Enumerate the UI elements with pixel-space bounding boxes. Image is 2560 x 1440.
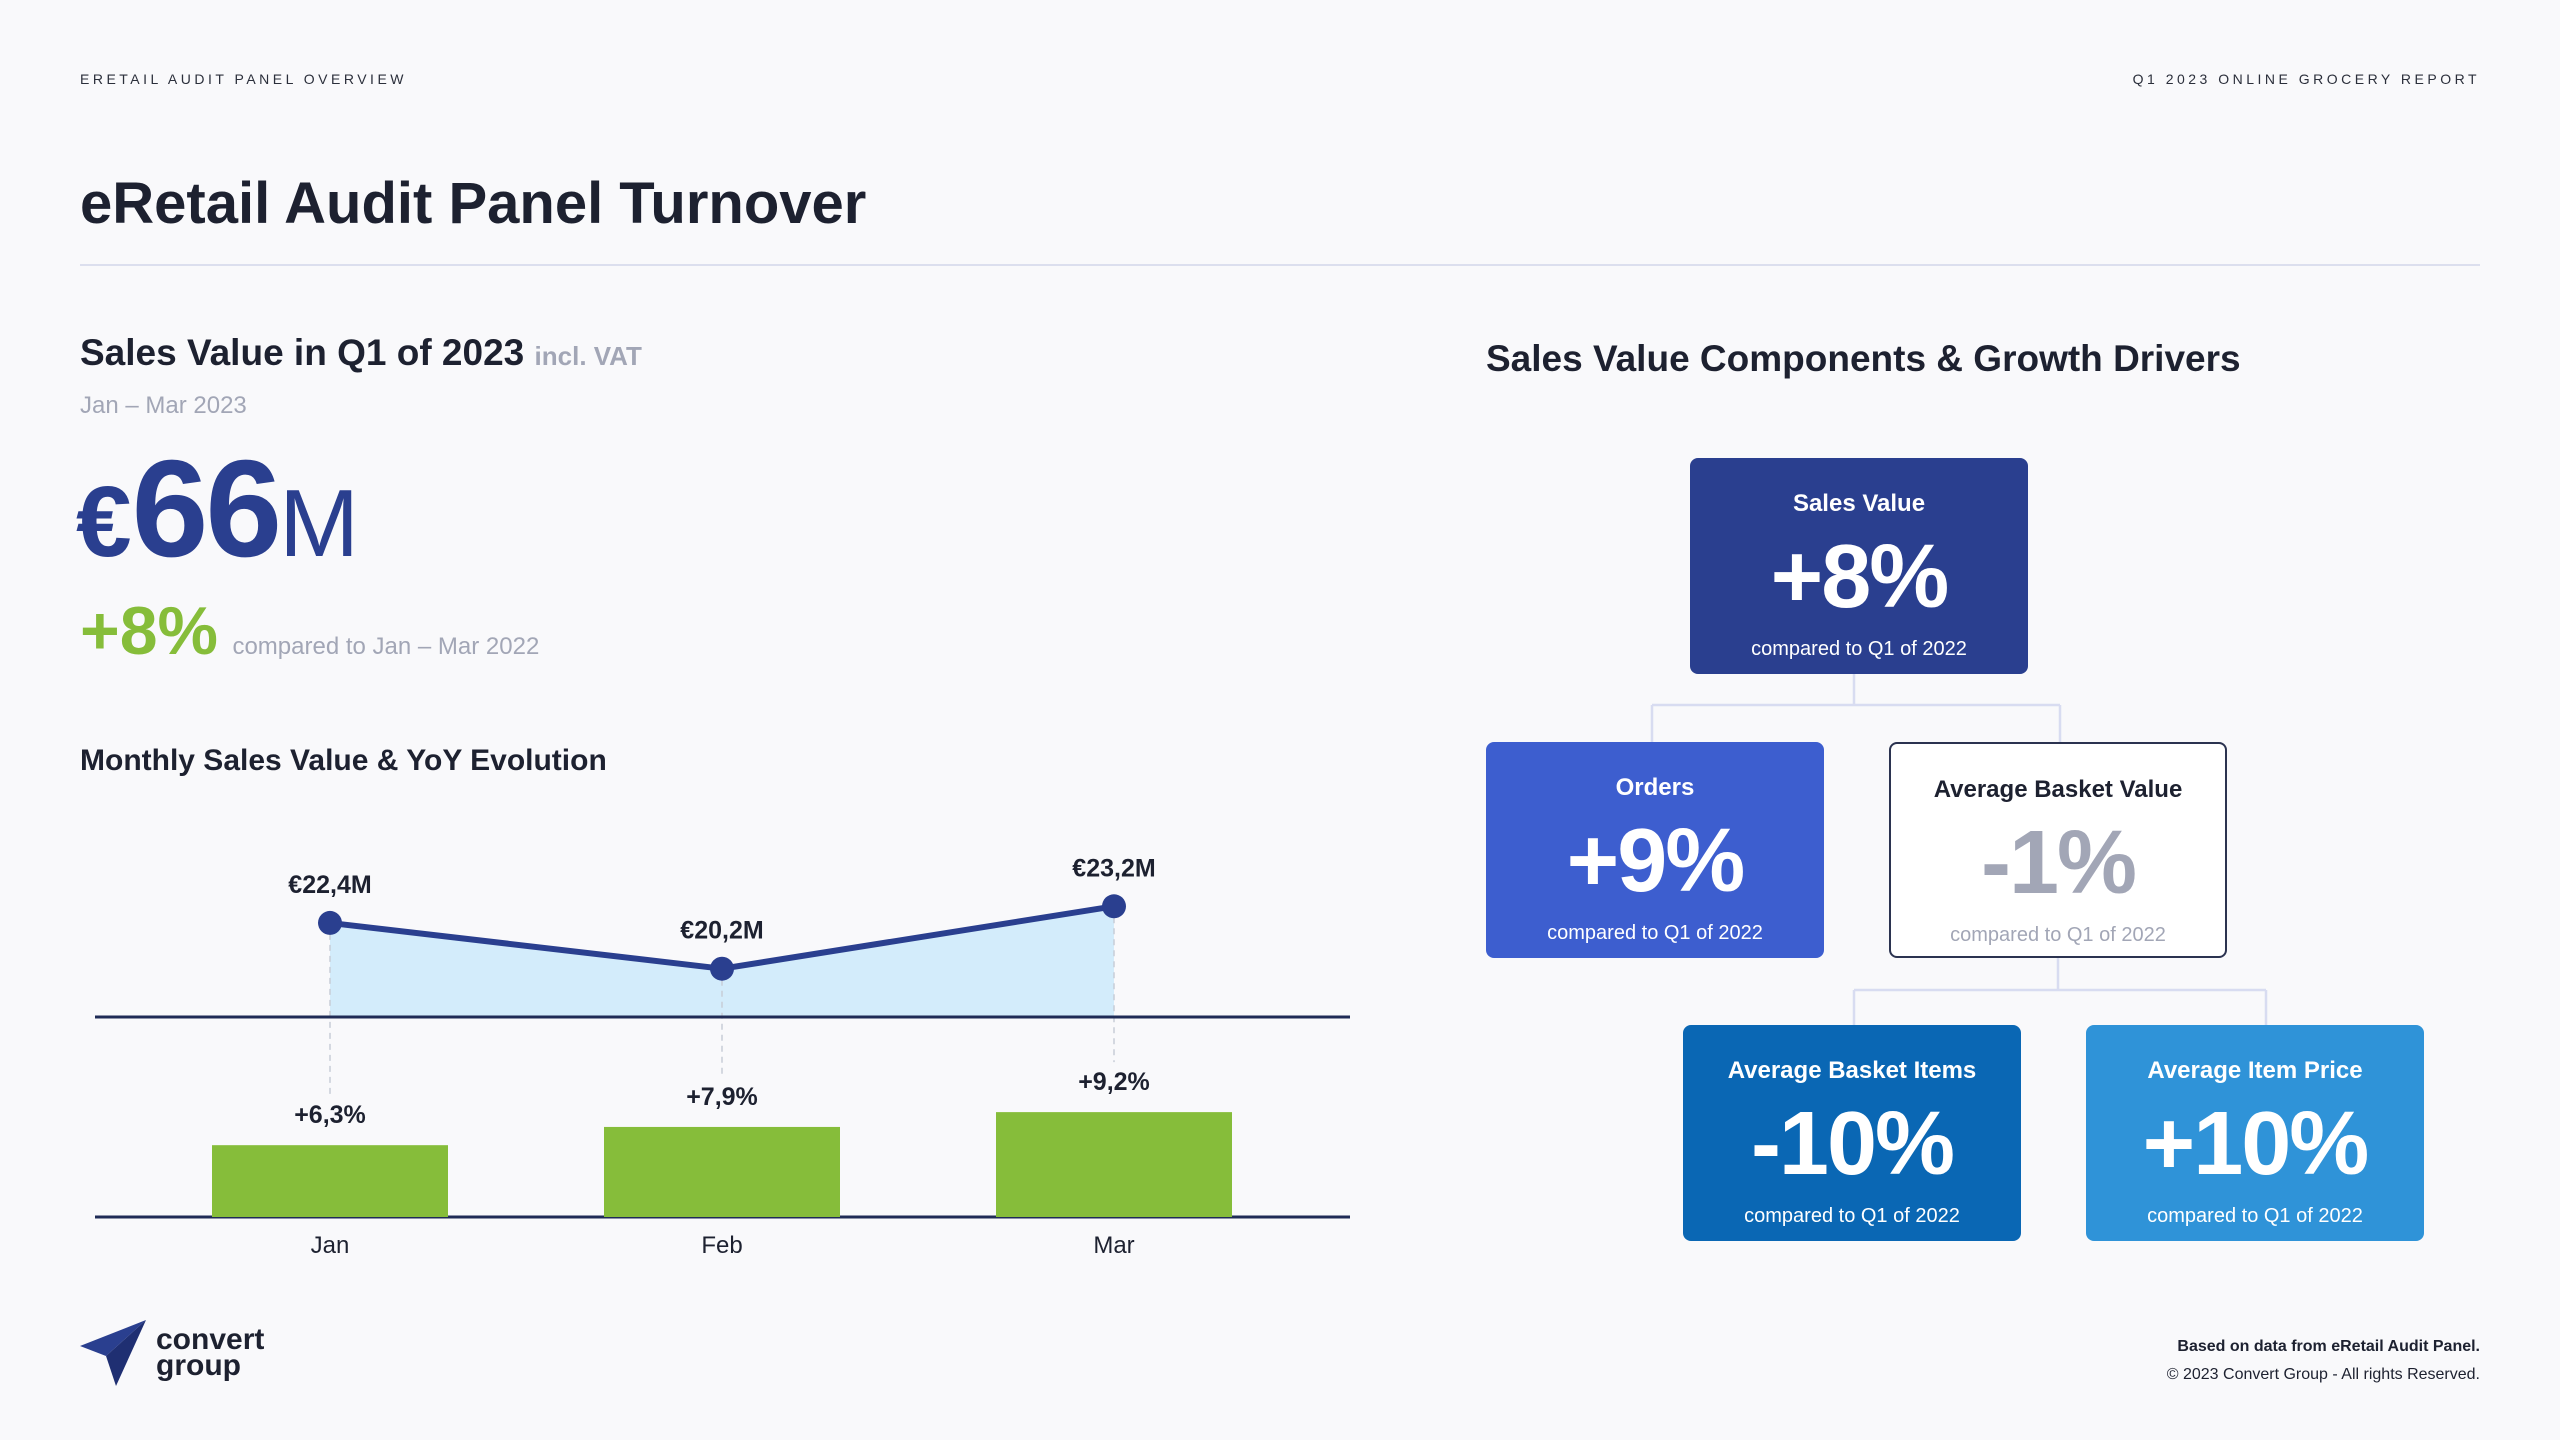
card-value: -10% [1750, 1094, 1955, 1194]
sales-value-heading-text: Sales Value in Q1 of 2023 [80, 332, 525, 373]
sales-point-label: €20,2M [680, 917, 763, 945]
card-title: Orders [1615, 774, 1695, 801]
yoy-bar [212, 1145, 448, 1217]
connector-level-2 [1852, 958, 2268, 1025]
sales-point [1102, 894, 1126, 919]
sales-point [318, 910, 342, 935]
paper-plane-logo-icon [80, 1320, 146, 1386]
card-sales-value: Sales Value +8% compared to Q1 of 2022 [1690, 458, 2028, 674]
line-area-fill [330, 906, 1114, 1017]
sales-point-label: €22,4M [288, 871, 371, 899]
x-tick-label: Jan [311, 1232, 350, 1259]
card-subtitle: compared to Q1 of 2022 [2147, 1205, 2363, 1227]
card-title: Average Basket Value [1933, 776, 2183, 803]
header-right-kicker: Q1 2023 ONLINE GROCERY REPORT [2132, 71, 2480, 87]
yoy-bar-label: +6,3% [294, 1101, 366, 1129]
card-title: Sales Value [1792, 490, 1926, 517]
monthly-chart-title: Monthly Sales Value & YoY Evolution [80, 744, 607, 777]
card-value: +10% [2142, 1094, 2370, 1194]
currency-symbol: € [76, 466, 132, 578]
card-subtitle: compared to Q1 of 2022 [1547, 922, 1763, 944]
sales-point-label: €23,2M [1072, 854, 1155, 882]
kpi-unit: M [279, 470, 360, 577]
monthly-sales-chart: +6,3% +7,9% +9,2% €22,4M €20,2M €23,2M Jan Feb M… [95, 854, 1350, 1259]
title-divider [80, 264, 2480, 266]
card-average-basket-items: Average Basket Items -10% compared to Q1… [1683, 1025, 2021, 1241]
card-value: +9% [1566, 811, 1746, 911]
kpi-change: +8% compared to Jan – Mar 2022 [80, 592, 539, 670]
logo-text-line2: group [156, 1349, 241, 1382]
yoy-bar [996, 1112, 1232, 1217]
page-title: eRetail Audit Panel Turnover [80, 171, 867, 236]
yoy-bar-label: +9,2% [1078, 1068, 1150, 1096]
card-subtitle: compared to Q1 of 2022 [1950, 924, 2166, 946]
card-average-item-price: Average Item Price +10% compared to Q1 o… [2086, 1025, 2424, 1241]
drivers-heading: Sales Value Components & Growth Drivers [1486, 338, 2241, 379]
card-average-basket-value: Average Basket Value -1% compared to Q1 … [1889, 742, 2227, 958]
card-subtitle: compared to Q1 of 2022 [1744, 1205, 1960, 1227]
x-tick-label: Feb [701, 1232, 742, 1259]
kpi-change-value: +8% [80, 593, 218, 669]
card-value: +8% [1770, 527, 1950, 627]
copyright: © 2023 Convert Group - All rights Reserv… [2166, 1366, 2480, 1383]
source-note: Based on data from eRetail Audit Panel. [2177, 1338, 2480, 1355]
header-left-kicker: ERETAIL AUDIT PANEL OVERVIEW [80, 71, 407, 87]
card-title: Average Item Price [2147, 1057, 2363, 1084]
sales-value-kpi: €66M [76, 440, 359, 578]
vat-note: incl. VAT [534, 341, 642, 371]
card-orders: Orders +9% compared to Q1 of 2022 [1486, 742, 1824, 958]
kpi-number: 66 [131, 432, 282, 586]
x-tick-label: Mar [1093, 1232, 1134, 1259]
period-label: Jan – Mar 2023 [80, 392, 247, 419]
kpi-change-note: compared to Jan – Mar 2022 [232, 633, 540, 660]
yoy-bar [604, 1126, 840, 1217]
connector-level-1 [1650, 674, 2062, 742]
sales-point [710, 956, 734, 981]
yoy-bar-label: +7,9% [686, 1083, 758, 1111]
card-value: -1% [1980, 813, 2137, 913]
logo-text-line1: convert [156, 1323, 265, 1356]
card-title: Average Basket Items [1727, 1057, 1977, 1084]
sales-value-heading: Sales Value in Q1 of 2023 incl. VAT [80, 332, 642, 374]
card-subtitle: compared to Q1 of 2022 [1751, 638, 1967, 660]
convert-group-logo: convert group [80, 1318, 264, 1388]
